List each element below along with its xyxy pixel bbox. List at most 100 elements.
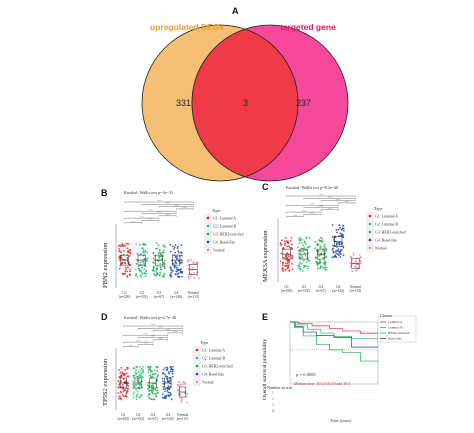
data-point <box>167 371 170 373</box>
venn-count-right: 237 <box>296 98 312 108</box>
data-point <box>170 368 172 371</box>
data-point <box>282 261 284 264</box>
data-point <box>126 257 129 259</box>
data-point <box>155 395 157 397</box>
bracket-label: **** <box>319 206 323 208</box>
data-point <box>301 255 303 257</box>
data-point <box>353 265 356 268</box>
data-point <box>139 369 142 372</box>
data-point <box>331 248 334 251</box>
data-point <box>163 264 166 266</box>
data-point <box>355 260 358 263</box>
legend-label: G4: Basal-like <box>213 240 235 244</box>
data-point <box>285 268 287 271</box>
data-point <box>161 396 164 399</box>
data-point <box>160 258 163 260</box>
data-point <box>169 385 172 388</box>
bracket <box>123 325 183 327</box>
data-point <box>176 257 178 260</box>
data-point <box>180 401 183 404</box>
data-point <box>127 266 129 269</box>
legend-dot <box>195 364 199 368</box>
legend-dot <box>195 356 199 360</box>
data-point <box>291 255 294 257</box>
data-point <box>175 270 178 273</box>
data-point <box>138 396 141 399</box>
data-point <box>323 245 325 247</box>
data-point <box>289 239 292 242</box>
data-point <box>153 273 155 275</box>
data-point <box>177 269 179 272</box>
data-point <box>135 243 138 245</box>
data-point <box>342 246 345 249</box>
data-point <box>163 396 166 399</box>
data-point <box>159 262 162 265</box>
data-point <box>288 261 290 264</box>
data-point <box>190 258 193 261</box>
data-point <box>189 275 192 278</box>
bracket <box>176 208 194 210</box>
data-point <box>324 266 327 269</box>
legend-label: G2: Luminal B <box>202 356 225 360</box>
data-point <box>171 370 174 373</box>
data-point <box>308 245 311 248</box>
data-point <box>301 247 303 250</box>
data-point <box>196 274 199 277</box>
data-point <box>120 366 123 369</box>
data-point <box>155 272 158 274</box>
data-point <box>180 261 183 264</box>
data-point <box>176 383 179 386</box>
data-point <box>331 224 334 226</box>
data-point <box>288 245 290 248</box>
data-point <box>314 240 317 243</box>
data-point <box>318 255 320 257</box>
data-point <box>123 261 126 264</box>
data-point <box>198 277 201 280</box>
bracket <box>286 205 339 207</box>
panel-e-xlabel: Time (years) <box>330 418 352 423</box>
data-point <box>177 272 180 275</box>
data-point <box>358 253 361 256</box>
km-curve <box>290 321 379 363</box>
data-point <box>148 397 151 400</box>
bracket-label: **** <box>157 212 161 214</box>
group-5-points <box>349 252 363 273</box>
group-5-points <box>186 258 201 280</box>
data-point <box>144 270 147 273</box>
data-point <box>123 389 126 392</box>
data-point <box>174 265 177 267</box>
data-point <box>140 375 143 378</box>
panel-d-ylabel: TP5S2 expression <box>102 358 109 406</box>
data-point <box>159 268 162 271</box>
data-point <box>144 249 147 252</box>
data-point <box>182 380 184 383</box>
data-point <box>155 270 158 272</box>
data-point <box>287 264 290 267</box>
group-3-points <box>147 365 159 401</box>
data-point <box>288 269 291 272</box>
data-point <box>129 263 132 266</box>
data-point <box>338 254 341 257</box>
data-point <box>325 250 327 252</box>
data-point <box>319 245 322 248</box>
data-point <box>125 392 128 395</box>
data-point <box>352 252 355 255</box>
data-point <box>280 252 283 255</box>
data-point <box>349 255 352 258</box>
data-point <box>153 398 156 401</box>
significance-brackets: **** **** **** **** **** **** **** **** **** **** <box>286 195 356 218</box>
data-point <box>302 249 305 252</box>
data-point <box>288 259 291 261</box>
data-point <box>135 373 137 375</box>
data-point <box>168 388 170 390</box>
km-curve <box>290 321 378 348</box>
data-point <box>160 255 163 258</box>
data-point <box>297 267 300 270</box>
data-point <box>152 266 155 269</box>
data-point <box>179 270 182 273</box>
data-point <box>316 267 319 270</box>
data-point <box>134 268 137 271</box>
data-point <box>288 255 290 258</box>
data-point <box>335 246 338 248</box>
